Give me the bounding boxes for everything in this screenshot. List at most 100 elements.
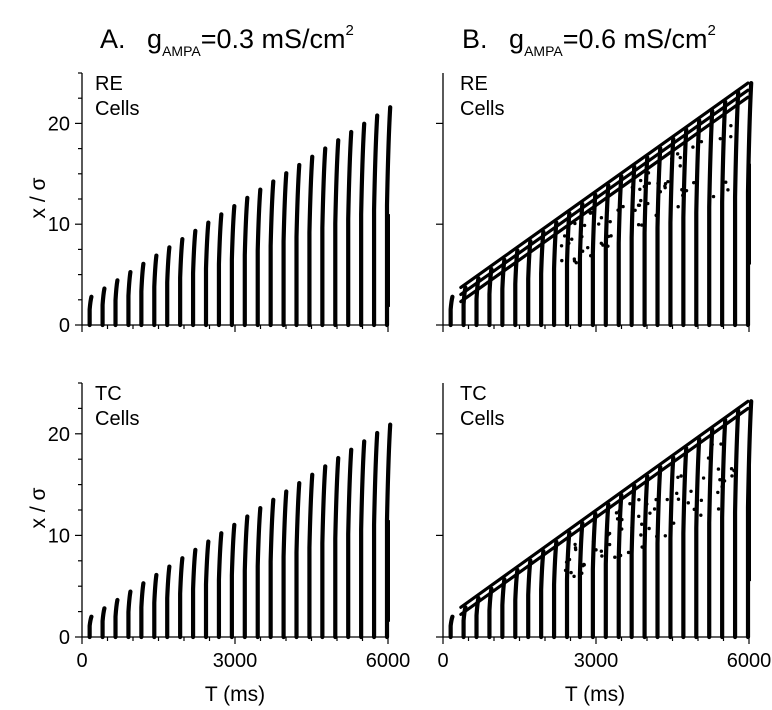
spike-burst-column: [732, 90, 741, 328]
scattered-spike: [652, 507, 657, 511]
spike-burst-column: [642, 474, 650, 640]
spike-burst-column: [616, 173, 624, 328]
scattered-spike: [663, 534, 668, 538]
scattered-spike: [605, 209, 610, 213]
scattered-spike: [567, 557, 572, 562]
spike-burst-column: [474, 276, 481, 328]
spike-burst-column: [229, 204, 237, 328]
spike-burst-column: [629, 164, 637, 328]
cell-type-label-line2: Cells: [95, 408, 139, 430]
scattered-spike: [572, 574, 576, 579]
scattered-spike: [616, 208, 620, 212]
y-tick-label: 0: [59, 315, 70, 337]
scattered-spike: [597, 222, 601, 226]
scattered-spike: [637, 497, 641, 502]
spike-burst-column: [371, 113, 380, 328]
spike-burst-column: [113, 278, 120, 328]
spike-burst-column: [590, 192, 598, 328]
scattered-spike: [643, 194, 648, 198]
spike-burst-column: [320, 146, 328, 328]
spike-burst-column: [307, 154, 315, 328]
scattered-spike: [570, 237, 574, 241]
spike-burst-column: [139, 581, 146, 640]
spike-burst-column: [526, 558, 533, 640]
scattered-spike: [617, 509, 622, 513]
scattered-spike: [691, 145, 695, 149]
scattered-spike: [654, 497, 658, 502]
y-tick-label: 10: [48, 525, 70, 547]
spike-burst-column: [152, 572, 159, 640]
spike-burst-column: [87, 294, 94, 328]
spike-burst-column: [100, 606, 107, 640]
scattered-spike: [579, 226, 583, 231]
scattered-spike: [654, 534, 659, 539]
scattered-spike: [563, 568, 568, 573]
spike-burst-column: [242, 195, 250, 328]
scattered-spike: [606, 244, 610, 248]
scattered-spike: [580, 571, 584, 575]
scattered-spike: [630, 185, 635, 190]
scattered-spike: [665, 497, 669, 502]
spike-burst-column: [603, 183, 611, 328]
spike-burst-column: [590, 511, 598, 640]
scattered-spike: [724, 180, 728, 184]
panel-tc-cells-a: 0 10 20 0 3000 6000 TC Cells x / σ T (ms): [27, 382, 411, 706]
spike-burst-column: [294, 162, 302, 328]
spike-burst-column: [577, 520, 585, 640]
scattered-spike: [637, 514, 641, 519]
spike-burst-column: [642, 155, 650, 328]
spike-burst-column: [346, 129, 354, 328]
scattered-spike: [689, 489, 693, 493]
scattered-spike: [679, 474, 683, 478]
wave-front-line: [459, 95, 750, 304]
conductance-value: =0.6 mS/cm: [563, 24, 708, 54]
spike-burst-column: [281, 489, 289, 640]
spike-burst-column: [655, 146, 663, 328]
scattered-spike: [718, 136, 722, 141]
spike-raster: [448, 80, 754, 328]
scattered-spike: [681, 193, 685, 198]
spike-burst-column: [539, 549, 546, 640]
scattered-spike: [564, 560, 569, 564]
scattered-spike: [675, 491, 679, 496]
wave-front-line: [459, 81, 750, 290]
spike-burst-column: [320, 464, 328, 640]
spike-burst-column: [513, 567, 520, 640]
spike-burst-column: [346, 447, 354, 640]
scattered-spike: [732, 468, 736, 473]
scattered-spike: [573, 547, 578, 552]
scattered-spike: [620, 517, 624, 522]
spike-burst-column: [694, 118, 702, 328]
scattered-spike: [613, 555, 617, 559]
spike-burst-column: [203, 539, 211, 640]
scattered-spike: [684, 188, 689, 193]
scattered-spike: [636, 223, 641, 227]
spike-burst-column: [268, 497, 276, 640]
scattered-spike: [615, 517, 620, 521]
x-axis-label: T (ms): [565, 683, 625, 706]
scattered-spike: [580, 249, 585, 253]
scattered-spike: [594, 548, 598, 552]
scattered-spike: [718, 478, 722, 482]
scattered-spike: [636, 203, 641, 207]
conductance-symbol: g: [147, 24, 162, 54]
scattered-spike: [657, 161, 661, 166]
spike-burst-column: [616, 492, 624, 640]
svg-text:A. gAMPA=0.3 mS/cm2: A. gAMPA=0.3 mS/cm2: [100, 22, 354, 59]
scattered-spike: [628, 502, 632, 506]
scattered-spike: [686, 501, 690, 505]
spike-burst-column: [152, 253, 159, 328]
spike-burst-column: [190, 547, 198, 640]
spike-burst-column: [113, 597, 120, 640]
scattered-spike: [676, 205, 680, 209]
x-tick-label: 6000: [366, 650, 411, 672]
scattered-spike: [591, 539, 596, 544]
spike-burst-column: [139, 261, 146, 328]
scattered-spike: [675, 152, 680, 156]
x-tick-label: 0: [437, 650, 448, 672]
spike-burst-column: [178, 556, 185, 640]
spike-burst-column: [681, 445, 689, 640]
spike-burst-column: [384, 105, 393, 328]
scattered-spike: [699, 139, 704, 144]
spike-raster: [87, 422, 393, 640]
